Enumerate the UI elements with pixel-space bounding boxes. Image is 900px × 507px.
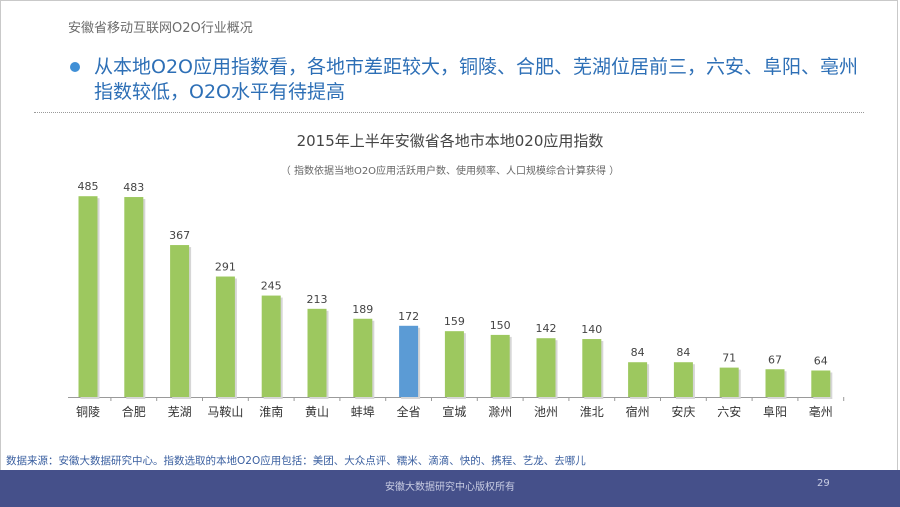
source-note: 数据来源：安徽大数据研究中心。指数选取的本地O2O应用包括：美团、大众点评、糯米… — [6, 455, 586, 467]
category-label: 铜陵 — [76, 404, 100, 419]
bar-8 — [399, 325, 419, 397]
headline: 从本地O2O应用指数看，各地市差距较大，铜陵、合肥、芜湖位居前三，六安、阜阳、亳… — [70, 55, 870, 105]
data-label: 64 — [814, 355, 828, 368]
dotted-divider — [34, 112, 864, 113]
category-label: 安庆 — [671, 404, 695, 419]
bar-11 — [536, 338, 556, 397]
copyright-text: 安徽大数据研究中心版权所有 — [385, 482, 515, 493]
headline-text: 从本地O2O应用指数看，各地市差距较大，铜陵、合肥、芜湖位居前三，六安、阜阳、亳… — [94, 56, 859, 103]
bar-15 — [719, 367, 739, 397]
bar-17 — [811, 370, 831, 397]
category-label: 黄山 — [305, 405, 329, 419]
footer-bar — [0, 470, 900, 507]
bar-12 — [582, 339, 602, 397]
category-label: 马鞍山 — [207, 404, 243, 419]
bar-14 — [673, 362, 693, 397]
data-label: 84 — [676, 346, 690, 359]
category-label: 六安 — [717, 404, 741, 419]
bar-9 — [444, 331, 464, 397]
category-label: 淮北 — [580, 405, 604, 419]
bar-5 — [261, 295, 281, 397]
bar-2 — [124, 197, 144, 397]
bar-7 — [353, 318, 373, 397]
data-label: 159 — [444, 315, 465, 328]
category-label: 淮南 — [259, 404, 283, 419]
data-label: 150 — [490, 319, 511, 332]
category-label: 阜阳 — [763, 405, 787, 419]
chart-subtitle: （ 指数依据当地O2O应用活跃用户数、使用频率、人口规模综合计算获得 ） — [280, 166, 620, 177]
bar-6 — [307, 308, 327, 397]
category-label: 宿州 — [626, 404, 650, 419]
category-label: 亳州 — [809, 404, 833, 419]
category-label: 宣城 — [442, 404, 466, 419]
data-label: 67 — [768, 353, 782, 366]
data-label: 483 — [123, 181, 144, 194]
data-label: 245 — [261, 280, 282, 293]
chart-title: 2015年上半年安徽省各地市本地020应用指数 — [296, 132, 604, 150]
data-label: 140 — [581, 323, 602, 336]
bar-1 — [78, 196, 98, 397]
data-label: 485 — [78, 180, 99, 193]
bar-10 — [490, 334, 510, 397]
bar-13 — [628, 362, 648, 397]
bar-chart: 485 铜陵 483 合肥 367 芜湖 291 马鞍山 245 淮南 213 黄山 189 蚌埠 172 全… — [68, 180, 845, 419]
section-title: 安徽省移动互联网O2O行业概况 — [68, 21, 253, 36]
page-number: 29 — [817, 478, 830, 489]
category-label: 滁州 — [488, 404, 512, 419]
data-label: 142 — [536, 322, 557, 335]
category-label: 池州 — [534, 405, 558, 419]
data-label: 291 — [215, 261, 236, 274]
category-label: 蚌埠 — [351, 405, 375, 419]
data-label: 71 — [722, 352, 736, 365]
category-label: 合肥 — [122, 404, 146, 419]
data-label: 189 — [352, 303, 373, 316]
data-label: 172 — [398, 310, 419, 323]
data-label: 213 — [307, 293, 328, 306]
data-label: 84 — [631, 346, 645, 359]
bar-3 — [170, 245, 190, 397]
bar-16 — [765, 369, 785, 397]
category-label: 全省 — [397, 404, 421, 419]
data-label: 367 — [169, 229, 190, 242]
bar-4 — [215, 276, 235, 397]
category-label: 芜湖 — [168, 404, 192, 419]
bullet-dot-icon — [70, 62, 80, 72]
